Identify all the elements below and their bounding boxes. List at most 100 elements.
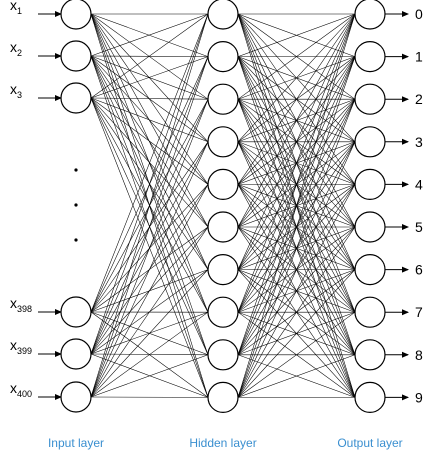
- ellipsis-dot: [74, 203, 78, 207]
- input-label-base: x: [10, 337, 17, 353]
- output-label-2: 2: [415, 91, 423, 107]
- output-neuron-6: [354, 254, 386, 286]
- input-arrows: [38, 11, 62, 400]
- hidden-layer-label: Hidden layer: [189, 436, 256, 450]
- connection-line-in-5-h-5: [90, 226, 209, 398]
- output-label-8: 8: [415, 347, 423, 363]
- connection-line-h-9-out-2: [237, 99, 356, 398]
- output-layer-neurons: [354, 0, 386, 413]
- output-neuron-2: [354, 83, 386, 115]
- connection-line-in-5-h-6: [90, 269, 209, 398]
- input-neuron-1: [60, 40, 92, 72]
- output-label-4: 4: [415, 176, 423, 192]
- connection-line-in-2-h-1: [90, 56, 209, 99]
- connection-line-h-5-out-0: [237, 13, 356, 228]
- connection-line-h-8-out-0: [237, 13, 356, 355]
- input-layer-neurons: [60, 0, 92, 413]
- connection-line-in-5-h-7: [90, 311, 209, 398]
- connection-line-in-5-h-1: [90, 56, 209, 398]
- hidden-neuron-8: [207, 339, 239, 371]
- connection-line-in-0-h-2: [90, 13, 209, 100]
- output-neuron-9: [354, 381, 386, 413]
- input-label-398: x398: [10, 295, 32, 314]
- connection-line-h-4-out-0: [237, 13, 356, 185]
- hidden-neuron-2: [207, 83, 239, 115]
- connection-line-h-9-out-5: [237, 226, 356, 398]
- input-label-subscript: 1: [17, 6, 22, 16]
- input-label-subscript: 400: [17, 389, 32, 399]
- connection-line-in-1-h-2: [90, 55, 209, 100]
- output-neuron-5: [354, 211, 386, 243]
- connection-line-in-1-h-3: [90, 55, 209, 143]
- input-layer-label: Input layer: [48, 436, 104, 450]
- input-neuron-5: [60, 381, 92, 413]
- input-neuron-0: [60, 0, 92, 30]
- input-label-subscript: 398: [17, 304, 32, 314]
- connection-line-in-1-h-0: [90, 13, 209, 57]
- connection-line-in-2-h-0: [90, 13, 209, 99]
- hidden-neuron-4: [207, 168, 239, 200]
- input-label-subscript: 2: [17, 48, 22, 58]
- output-layer-label: Output layer: [337, 436, 402, 450]
- connection-line-in-2-h-4: [90, 97, 209, 185]
- input-label-base: x: [10, 39, 17, 55]
- input-ellipsis: [74, 168, 78, 242]
- connection-line-in-1-h-4: [90, 55, 209, 185]
- connection-line-in-5-h-0: [90, 13, 209, 398]
- input-neuron-4: [60, 338, 92, 370]
- connection-line-in-0-h-3: [90, 13, 209, 142]
- hidden-neuron-9: [207, 381, 239, 413]
- output-label-3: 3: [415, 134, 423, 150]
- input-label-subscript: 399: [17, 346, 32, 356]
- output-label-5: 5: [415, 219, 423, 235]
- hidden-layer-neurons: [207, 0, 239, 413]
- connection-line-h-3-out-0: [237, 13, 356, 142]
- connection-line-h-2-out-0: [237, 13, 356, 100]
- output-label-9: 9: [415, 389, 423, 405]
- hidden-neuron-5: [207, 211, 239, 243]
- output-neuron-4: [354, 168, 386, 200]
- output-labels: 0 1 2 3 4 5 6 7 8 9: [415, 6, 423, 405]
- input-label-1: x1: [10, 0, 22, 16]
- hidden-neuron-6: [207, 254, 239, 286]
- connection-line-in-5-h-3: [90, 141, 209, 398]
- output-neuron-8: [354, 339, 386, 371]
- hidden-output-connections: [237, 13, 356, 398]
- input-label-base: x: [10, 380, 17, 396]
- output-label-7: 7: [415, 304, 423, 320]
- output-label-0: 0: [415, 6, 423, 22]
- hidden-neuron-3: [207, 126, 239, 158]
- connection-line-h-6-out-0: [237, 13, 356, 270]
- connection-line-h-9-out-3: [237, 141, 356, 398]
- connection-line-h-9-out-8: [237, 354, 356, 398]
- input-neuron-3: [60, 296, 92, 328]
- connection-line-h-1-out-0: [237, 13, 356, 57]
- output-neuron-3: [354, 126, 386, 158]
- connection-line-h-7-out-0: [237, 13, 356, 313]
- connection-line-in-5-h-4: [90, 184, 209, 398]
- connection-line-in-0-h-1: [90, 13, 209, 57]
- connection-line-h-9-out-1: [237, 56, 356, 398]
- input-hidden-connections: [90, 13, 209, 398]
- input-neuron-2: [60, 82, 92, 114]
- connection-line-in-4-h-0: [90, 13, 209, 355]
- output-arrows: [385, 11, 409, 401]
- output-neuron-7: [354, 296, 386, 328]
- output-label-6: 6: [415, 262, 423, 278]
- hidden-neuron-1: [207, 40, 239, 73]
- input-label-3: x3: [10, 81, 22, 100]
- input-label-base: x: [10, 295, 17, 311]
- output-label-1: 1: [415, 49, 423, 65]
- input-label-399: x399: [10, 337, 32, 356]
- input-label-2: x2: [10, 39, 22, 58]
- output-neuron-1: [354, 40, 386, 73]
- connection-line-h-9-out-7: [237, 311, 356, 398]
- input-label-base: x: [10, 81, 17, 97]
- input-label-400: x400: [10, 380, 32, 399]
- hidden-neuron-7: [207, 296, 239, 328]
- ellipsis-dot: [74, 168, 78, 172]
- connection-line-in-5-h-8: [90, 354, 209, 398]
- connection-line-h-9-out-0: [237, 13, 356, 398]
